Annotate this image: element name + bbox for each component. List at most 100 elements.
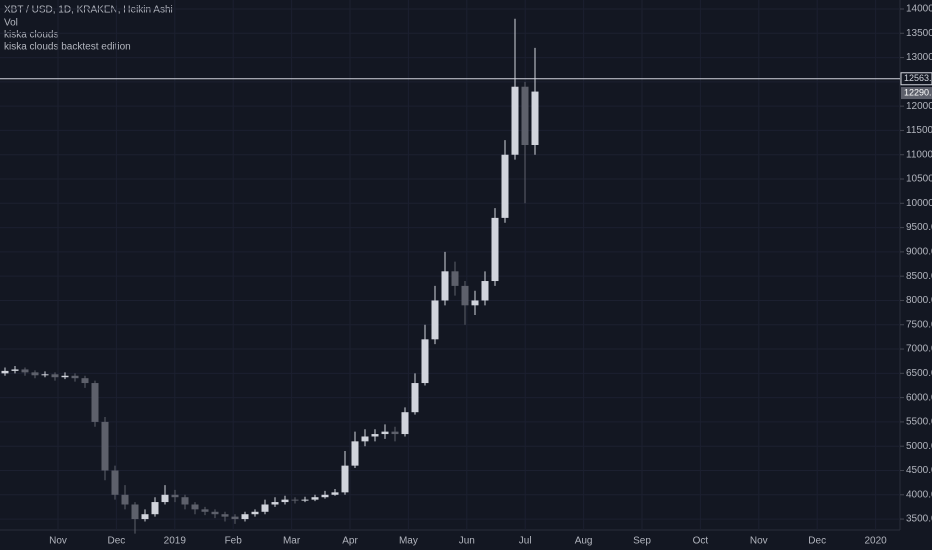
candle-body xyxy=(401,412,409,435)
x-tick-label: Oct xyxy=(693,536,709,547)
y-tick-label: 10500.0 xyxy=(906,174,932,185)
candle-body xyxy=(81,378,89,384)
candle-body xyxy=(251,511,259,515)
y-tick-label: 8500.0 xyxy=(906,271,932,282)
candle-body xyxy=(451,271,459,286)
candle-body xyxy=(61,375,69,378)
y-tick-label: 12000.0 xyxy=(906,101,932,112)
candle-body xyxy=(1,370,9,374)
candle-body xyxy=(371,434,379,437)
candle-body xyxy=(281,499,289,503)
candle-body xyxy=(131,504,139,520)
y-tick-label: 4000.0 xyxy=(906,489,932,500)
y-tick-label: 8000.0 xyxy=(906,295,932,306)
close-tag xyxy=(901,87,932,100)
y-tick-label: 13000.0 xyxy=(906,52,932,63)
candle-body xyxy=(511,86,519,155)
candle-body xyxy=(351,441,359,466)
y-tick-label: 13500.0 xyxy=(906,28,932,39)
x-tick-label: Dec xyxy=(108,536,126,547)
candle-body xyxy=(331,492,339,495)
candle-body xyxy=(501,154,509,218)
x-tick-label: Apr xyxy=(342,536,358,547)
y-tick-label: 4500.0 xyxy=(906,465,932,476)
y-tick-label: 7000.0 xyxy=(906,344,932,355)
candle-body xyxy=(471,300,479,306)
candle-body xyxy=(51,374,59,378)
price-tag xyxy=(900,72,932,86)
candle-body xyxy=(181,497,189,505)
candle-body xyxy=(121,494,129,505)
candle-body xyxy=(201,509,209,512)
candle-body xyxy=(171,494,179,498)
candle-body xyxy=(271,502,279,505)
indicator-label: kiska clouds backtest edition xyxy=(4,42,131,53)
candle-body xyxy=(261,504,269,512)
candle-body xyxy=(341,465,349,493)
indicator-label: Vol xyxy=(4,18,18,29)
x-tick-label: Sep xyxy=(633,536,651,547)
candle-body xyxy=(291,499,299,501)
x-tick-label: Jul xyxy=(519,536,532,547)
y-tick-label: 10000.0 xyxy=(906,198,932,209)
candle-body xyxy=(71,375,79,379)
candle-body xyxy=(161,494,169,503)
candle-body xyxy=(111,470,119,495)
candle-body xyxy=(191,504,199,510)
y-tick-label: 11000.0 xyxy=(906,149,932,160)
candle-body xyxy=(31,372,39,376)
y-tick-label: 3500.0 xyxy=(906,514,932,525)
candle-body xyxy=(41,374,49,376)
candle-body xyxy=(491,217,499,282)
candle-body xyxy=(11,369,19,371)
candle-body xyxy=(311,497,319,500)
y-tick-label: 14000.0 xyxy=(906,4,932,15)
candle-body xyxy=(391,431,399,435)
indicator-label: kiska clouds xyxy=(4,30,58,41)
x-tick-label: 2019 xyxy=(164,536,187,547)
close-tag-label: 12290.3 xyxy=(904,87,932,97)
x-tick-label: Dec xyxy=(808,536,826,547)
y-tick-label: 6000.0 xyxy=(906,392,932,403)
y-tick-label: 7500.0 xyxy=(906,319,932,330)
candle-body xyxy=(431,300,439,340)
candle-body xyxy=(21,369,29,373)
candle-body xyxy=(361,436,369,442)
candle-body xyxy=(221,514,229,517)
candle-body xyxy=(441,271,449,301)
candle-body xyxy=(301,499,309,501)
candle-body xyxy=(531,91,539,146)
y-tick-label: 9000.0 xyxy=(906,247,932,258)
candle-body xyxy=(461,285,469,306)
x-tick-label: Nov xyxy=(49,536,67,547)
x-tick-label: 2020 xyxy=(864,536,887,547)
candle-body xyxy=(211,511,219,515)
y-tick-label: 5000.0 xyxy=(906,441,932,452)
x-tick-label: Mar xyxy=(283,536,301,547)
candle-body xyxy=(231,516,239,520)
candle-body xyxy=(421,339,429,384)
y-tick-label: 11500.0 xyxy=(906,125,932,136)
candle-body xyxy=(481,281,489,301)
y-tick-label: 5500.0 xyxy=(906,417,932,428)
x-tick-label: May xyxy=(399,536,418,547)
y-tick-label: 6500.0 xyxy=(906,368,932,379)
candle-body xyxy=(381,431,389,435)
x-tick-label: Feb xyxy=(225,536,243,547)
candle-body xyxy=(411,383,419,413)
candle-body xyxy=(521,86,529,146)
candle-body xyxy=(141,514,149,520)
candle-body xyxy=(321,494,329,498)
chart-title: XBT / USD, 1D, KRAKEN, Heikin Ashi xyxy=(4,5,173,16)
candle-body xyxy=(101,421,109,471)
x-tick-label: Nov xyxy=(750,536,768,547)
candle-body xyxy=(151,502,159,515)
x-tick-label: Jun xyxy=(459,536,475,547)
price-tag-label: 12563.7 xyxy=(904,73,932,83)
candle-body xyxy=(241,514,249,520)
y-tick-label: 9500.0 xyxy=(906,222,932,233)
candle-body xyxy=(91,383,99,422)
